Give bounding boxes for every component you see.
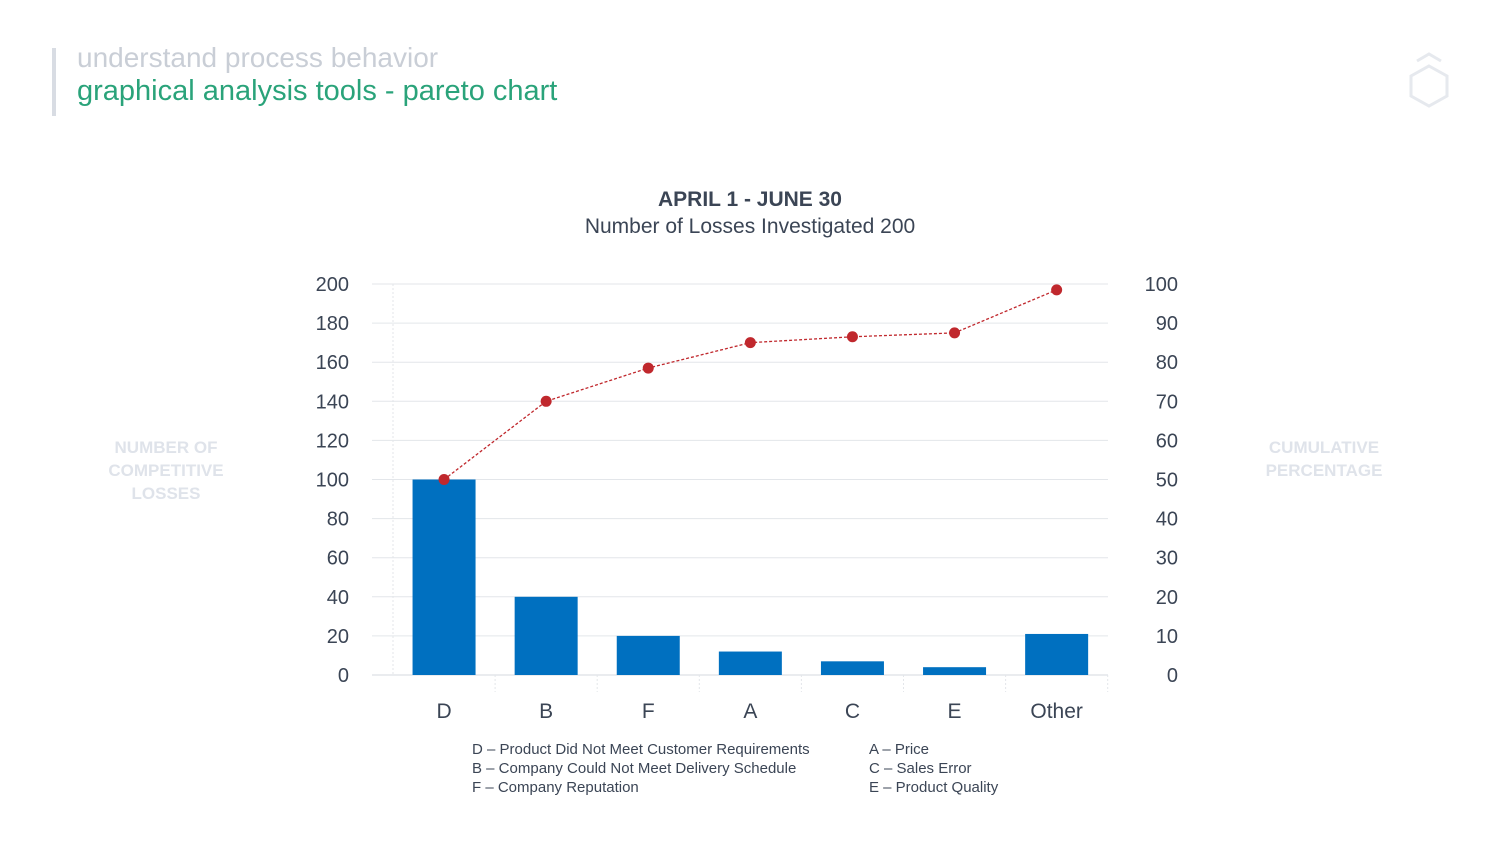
header-title: graphical analysis tools - pareto chart xyxy=(77,75,558,107)
legend-item-d: D – Product Did Not Meet Customer Requir… xyxy=(472,741,810,758)
cumulative-line xyxy=(443,289,1057,481)
bar-c xyxy=(820,661,884,675)
y-tick-label: 20 xyxy=(327,626,349,648)
y-axis-title: NUMBER OF COMPETITIVE LOSSES xyxy=(108,438,224,503)
x-tick-label: F xyxy=(642,700,655,723)
y2-tick-label: 90 xyxy=(1156,313,1178,335)
cumulative-point-b xyxy=(540,395,552,407)
cumulative-point-a xyxy=(744,337,756,349)
bar-a xyxy=(718,651,782,675)
x-tick-label: D xyxy=(436,700,451,723)
y2-tick-label: 0 xyxy=(1167,665,1178,687)
cumulative-point-other xyxy=(1051,284,1063,296)
y-tick-label: 40 xyxy=(327,587,349,609)
x-tick-label: E xyxy=(948,700,962,723)
cumulative-point-c xyxy=(846,331,858,343)
y-tick-label: 160 xyxy=(316,352,349,374)
legend-item-b: B – Company Could Not Meet Delivery Sche… xyxy=(472,760,797,777)
cumulative-point-d xyxy=(438,474,450,485)
y2-tick-label: 10 xyxy=(1156,626,1178,648)
y-tick-label: 60 xyxy=(327,548,349,570)
y-tick-label: 180 xyxy=(316,313,349,335)
legend-item-e: E – Product Quality xyxy=(869,779,999,796)
y-tick-label: 120 xyxy=(316,430,349,452)
y2-tick-label: 60 xyxy=(1156,430,1178,452)
bar-f xyxy=(616,635,680,675)
y-tick-label: 200 xyxy=(316,274,349,296)
cumulative-point-f xyxy=(642,362,654,374)
y2-tick-label: 50 xyxy=(1156,470,1178,492)
y-tick-label: 80 xyxy=(327,509,349,531)
y2-tick-label: 20 xyxy=(1156,587,1178,609)
legend-left: D – Product Did Not Meet Customer Requir… xyxy=(472,740,810,797)
bar-d xyxy=(412,479,476,675)
legend-item-f: F – Company Reputation xyxy=(472,779,639,796)
chart-title: APRIL 1 - JUNE 30 xyxy=(657,188,842,211)
x-tick-label: Other xyxy=(1030,700,1083,723)
y2-tick-label: 80 xyxy=(1156,352,1178,374)
chart-subtitle: Number of Losses Investigated 200 xyxy=(584,215,916,238)
y-tick-label: 100 xyxy=(316,470,349,492)
bar-b xyxy=(514,596,578,675)
x-tick-label: B xyxy=(539,700,553,723)
bar-other xyxy=(1025,633,1089,675)
y2-tick-label: 40 xyxy=(1156,509,1178,531)
y-tick-label: 0 xyxy=(338,665,349,687)
legend-item-a: A – Price xyxy=(869,741,930,758)
y2-tick-label: 70 xyxy=(1156,391,1178,413)
y-tick-label: 140 xyxy=(316,391,349,413)
header-subtitle: understand process behavior xyxy=(77,42,439,73)
legend-item-c: C – Sales Error xyxy=(869,760,972,777)
x-tick-label: C xyxy=(845,700,860,723)
legend-right: A – Price C – Sales Error E – Product Qu… xyxy=(869,740,998,797)
bar-e xyxy=(923,667,987,675)
cumulative-point-e xyxy=(949,327,961,339)
x-tick-label: A xyxy=(743,700,757,723)
header-accent-bar xyxy=(52,48,56,116)
y2-tick-label: 100 xyxy=(1145,274,1178,296)
hexagon-logo-icon xyxy=(1409,52,1449,108)
y2-axis-title: CUMULATIVE PERCENTAGE xyxy=(1265,438,1383,480)
y2-tick-label: 30 xyxy=(1156,548,1178,570)
